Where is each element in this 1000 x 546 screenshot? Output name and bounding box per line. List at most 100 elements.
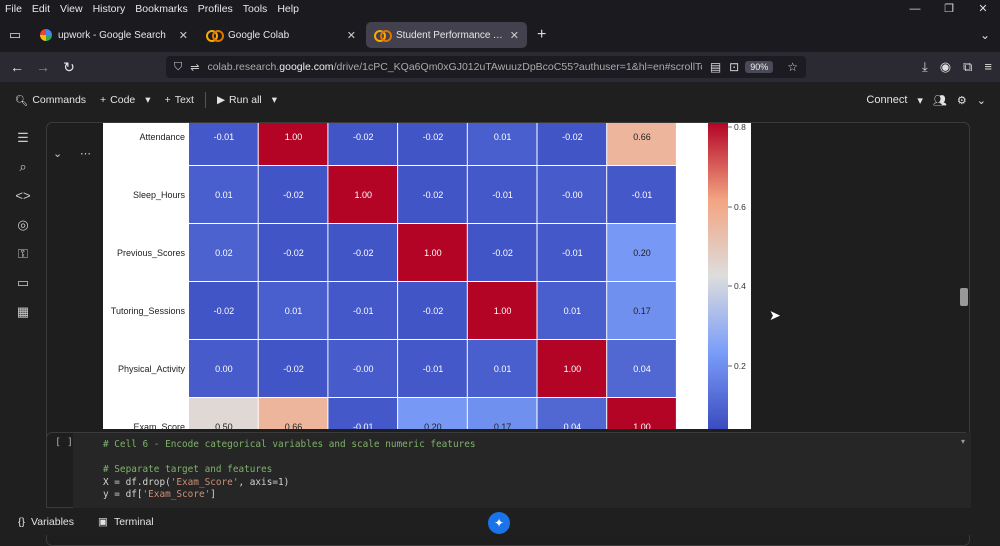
scrollbar-thumb[interactable] — [960, 288, 968, 306]
heatmap-cell — [537, 398, 607, 429]
extensions-icon[interactable]: ⧉ — [963, 59, 973, 74]
back-icon[interactable]: ← — [10, 59, 24, 75]
colab-toolbar: 🔍︎ Commands + Code ▾ + Text ▶ Run all ▾ … — [0, 82, 1000, 118]
plus-icon: + — [100, 94, 107, 106]
add-code-button[interactable]: + Code ▾ — [93, 94, 158, 106]
menu-help[interactable]: Help — [277, 3, 299, 15]
output-scrollbar[interactable] — [957, 123, 969, 429]
code-line[interactable]: X = df.drop('Exam_Score', axis=1) — [103, 476, 290, 488]
heatmap-cell-label: 0.00 — [215, 364, 233, 374]
heatmap-cell-label: 0.66 — [633, 132, 651, 142]
gear-icon[interactable]: ⚙ — [956, 94, 967, 107]
run-all-button[interactable]: ▶ Run all ▾ — [210, 94, 284, 106]
chevron-down-icon[interactable]: ⌄ — [976, 94, 986, 107]
close-tab-icon[interactable]: ✕ — [346, 29, 356, 42]
heatmap-cell — [467, 123, 537, 165]
heatmap-cell-label: 0.01 — [494, 364, 512, 374]
close-tab-icon[interactable]: ✕ — [178, 29, 188, 42]
chevron-down-icon[interactable]: ▾ — [145, 94, 151, 106]
terminal-label: Terminal — [113, 515, 154, 528]
heatmap-cell — [398, 398, 467, 429]
run-cell-button[interactable]: [ ] — [55, 437, 74, 448]
reader-icon[interactable]: ▤ — [709, 60, 722, 74]
close-window-button[interactable]: ✕ — [978, 3, 988, 15]
address-bar[interactable]: ⛉ ⇌ colab.research.google.com/drive/1cPC… — [166, 56, 806, 78]
heatmap-row-label: Sleep_Hours — [133, 190, 186, 200]
heatmap-cell-label: 0.50 — [215, 422, 233, 429]
variables-inspector-icon[interactable]: ◎ — [17, 217, 29, 232]
restore-button[interactable]: ❐ — [944, 3, 954, 15]
heatmap-cell — [398, 282, 467, 339]
reload-icon[interactable]: ↻ — [63, 58, 75, 75]
menu-profiles[interactable]: Profiles — [197, 3, 233, 15]
forward-icon[interactable]: → — [36, 59, 50, 75]
account-icon[interactable]: ◉ — [939, 59, 952, 74]
connect-button[interactable]: Connect — [866, 94, 908, 106]
chevron-down-icon[interactable]: ▾ — [271, 94, 278, 106]
heatmap-row-label: Physical_Activity — [118, 364, 186, 374]
menu-edit[interactable]: Edit — [31, 3, 51, 15]
heatmap-cell — [607, 123, 676, 165]
menu-view[interactable]: View — [60, 3, 83, 15]
menu-file[interactable]: File — [5, 3, 22, 15]
heatmap-cell-label: -0.02 — [423, 306, 444, 316]
terminal-button[interactable]: ▣ Terminal — [86, 516, 166, 528]
heatmap-cell — [398, 166, 467, 223]
bookmark-star-icon[interactable]: ☆ — [787, 60, 798, 74]
data-table-icon[interactable]: ▦ — [16, 304, 30, 319]
permissions-icon[interactable]: ⇌ — [190, 61, 200, 74]
menu-history[interactable]: History — [92, 3, 126, 15]
close-tab-icon[interactable]: ✕ — [509, 29, 519, 42]
gemini-sparkle-icon[interactable]: ✦ — [488, 512, 510, 534]
code-cell: [ ] # Cell 6 - Encode categorical variab… — [46, 432, 971, 509]
heatmap-cell — [258, 340, 328, 397]
terminal-icon: ▣ — [98, 515, 108, 528]
add-text-button[interactable]: + Text — [158, 94, 201, 106]
heatmap-cell-label: 1.00 — [285, 132, 303, 142]
heatmap-cell — [467, 282, 537, 339]
code-line[interactable]: # Cell 6 - Encode categorical variables … — [103, 439, 476, 450]
heatmap-cell — [328, 224, 398, 281]
zoom-indicator[interactable]: 90% — [745, 61, 774, 73]
more-options-icon[interactable]: ⋯ — [80, 148, 91, 160]
find-replace-icon[interactable]: ⌕ — [19, 159, 27, 174]
variables-button[interactable]: {} Variables — [6, 516, 86, 528]
mouse-pointer-icon: ➤ — [769, 307, 781, 323]
heatmap-cell — [258, 398, 328, 429]
heatmap-cell-label: 0.02 — [215, 248, 233, 258]
download-icon[interactable]: ⤓ — [922, 59, 928, 74]
shield-icon[interactable]: ⛉ — [174, 60, 183, 73]
new-tab-icon[interactable]: + — [537, 26, 547, 43]
heatmap-cell — [537, 123, 607, 165]
share-people-icon[interactable]: 👥︎ — [932, 94, 947, 107]
heatmap-row-label: Exam_Score — [133, 422, 185, 429]
menu-tools[interactable]: Tools — [242, 3, 268, 15]
table-of-contents-icon[interactable]: ☰ — [17, 130, 29, 145]
scroll-down-icon[interactable]: ▾ — [960, 437, 965, 446]
heatmap-cell-label: -0.01 — [353, 422, 374, 429]
menu-bookmarks[interactable]: Bookmarks — [135, 3, 188, 15]
colorbar — [708, 123, 728, 429]
code-label: Code — [110, 94, 136, 106]
chevron-down-icon[interactable]: ⌄ — [979, 28, 990, 42]
collapse-output-icon[interactable]: ⌄ — [53, 148, 63, 160]
code-line[interactable] — [103, 452, 941, 465]
commands-button[interactable]: 🔍︎ Commands — [8, 94, 93, 107]
tab-student-performance[interactable]: Student Performance Analysis.ip ✕ — [366, 22, 527, 48]
window-controls: — ❐ ✕ — [898, 0, 1000, 18]
code-line[interactable]: # Separate target and features — [103, 464, 273, 475]
tab-google-search[interactable]: upwork - Google Search ✕ — [32, 22, 196, 48]
tab-list-icon[interactable]: ▭ — [8, 27, 22, 42]
minimize-button[interactable]: — — [909, 3, 921, 15]
menu-icon[interactable]: ≡ — [984, 59, 992, 74]
heatmap-cell — [607, 340, 676, 397]
chevron-down-icon[interactable]: ▾ — [917, 94, 923, 107]
files-folder-icon[interactable]: ▭ — [16, 275, 30, 290]
save-page-icon[interactable]: ⊡ — [729, 60, 740, 74]
code-line[interactable]: y = df['Exam_Score'] — [103, 489, 216, 500]
code-editor[interactable]: # Cell 6 - Encode categorical variables … — [73, 433, 971, 509]
tab-google-colab[interactable]: Google Colab ✕ — [198, 22, 364, 48]
url-text[interactable]: colab.research.google.com/drive/1cPC_KQa… — [207, 61, 702, 73]
secrets-key-icon[interactable]: ⚿ — [18, 246, 28, 261]
code-snippets-icon[interactable]: <> — [15, 188, 31, 203]
